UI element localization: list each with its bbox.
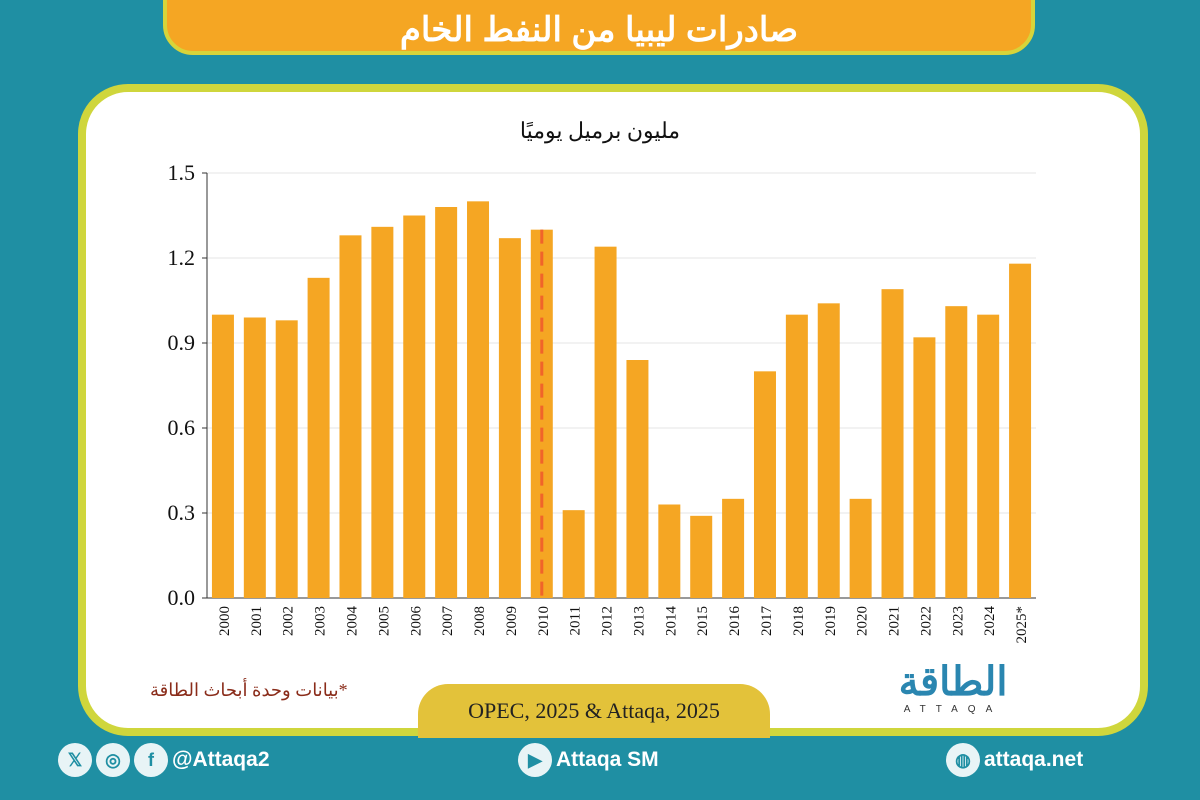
youtube-icon: ▶: [518, 743, 552, 777]
bar-2011: [562, 510, 585, 598]
x-tick-label: 2021: [887, 606, 903, 636]
logo-arabic: الطاقة: [898, 660, 1008, 704]
globe-icon: ◍: [946, 743, 980, 777]
y-tick-label: 1.5: [168, 160, 196, 185]
bar-2014: [658, 504, 681, 598]
footnote: *بيانات وحدة أبحاث الطاقة: [150, 680, 348, 700]
bar-2005: [371, 226, 394, 599]
bar-2018: [785, 314, 808, 598]
bar-2024: [977, 314, 1000, 598]
social-handle[interactable]: @Attaqa2: [172, 748, 270, 771]
x-tick-label: 2011: [568, 606, 584, 635]
instagram-icon[interactable]: ◎: [96, 743, 130, 777]
x-tick-label: 2002: [281, 606, 297, 636]
bar-2001: [243, 317, 266, 598]
title-banner: صادرات ليبيا من النفط الخام: [163, 0, 1035, 55]
x-tick-label: 2025*: [1014, 606, 1030, 644]
x-tick-label: 2000: [217, 606, 233, 636]
youtube-label: Attaqa SM: [556, 748, 659, 771]
x-tick-label: 2020: [855, 606, 871, 636]
chart-title: صادرات ليبيا من النفط الخام: [399, 11, 799, 49]
x-tick-label: 2018: [791, 606, 807, 636]
bar-2025: [1009, 263, 1032, 598]
x-tick-label: 2015: [695, 606, 711, 636]
x-tick-label: 2013: [631, 606, 647, 636]
bar-2003: [307, 277, 330, 598]
x-tick-label: 2005: [376, 606, 392, 636]
y-tick-label: 0.9: [168, 330, 196, 355]
y-tick-label: 0.6: [168, 415, 196, 440]
bar-2002: [275, 320, 298, 598]
x-tick-label: 2024: [982, 606, 998, 637]
bar-2016: [722, 498, 745, 598]
x-tick-label: 2014: [663, 606, 679, 637]
bar-2015: [690, 515, 713, 598]
bar-2012: [594, 246, 617, 598]
x-tick-label: 2003: [313, 606, 329, 636]
x-tick-label: 2010: [536, 606, 552, 636]
x-tick-label: 2019: [823, 606, 839, 636]
website-label: attaqa.net: [984, 748, 1084, 771]
bar-2020: [849, 498, 872, 598]
x-tick-label: 2016: [727, 606, 743, 637]
bar-2017: [753, 371, 776, 598]
bar-2021: [881, 289, 904, 598]
youtube-link[interactable]: ▶ Attaqa SM: [518, 743, 659, 777]
bar-2019: [817, 303, 840, 598]
bar-2013: [626, 360, 649, 598]
bar-2006: [403, 215, 426, 598]
bar-2022: [913, 337, 936, 598]
x-tick-label: 2017: [759, 606, 775, 637]
website-link[interactable]: ◍ attaqa.net: [946, 743, 1083, 777]
source-label: OPEC, 2025 & Attaqa, 2025: [418, 684, 770, 738]
bar-2000: [211, 314, 234, 598]
y-axis-unit-label: مليون برميل يوميًا: [519, 118, 681, 143]
y-tick-label: 1.2: [168, 245, 196, 270]
bar-2009: [498, 238, 521, 598]
bar-2007: [435, 207, 458, 598]
x-tick-label: 2022: [918, 606, 934, 636]
x-tick-label: 2012: [600, 606, 616, 636]
logo-latin: ATTAQA: [903, 704, 1003, 715]
attaqa-logo: الطاقة ATTAQA: [868, 660, 1038, 715]
x-tick-label: 2001: [249, 606, 265, 636]
social-links: 𝕏 ◎ f @Attaqa2: [58, 743, 270, 777]
x-tick-label: 2006: [408, 606, 424, 637]
x-tick-label: 2008: [472, 606, 488, 636]
bar-2008: [467, 201, 490, 599]
x-tick-label: 2004: [344, 606, 360, 637]
x-tick-label: 2007: [440, 606, 456, 637]
x-tick-label: 2023: [950, 606, 966, 636]
y-tick-label: 0.0: [168, 585, 196, 610]
x-icon[interactable]: 𝕏: [58, 743, 92, 777]
facebook-icon[interactable]: f: [134, 743, 168, 777]
x-tick-label: 2009: [504, 606, 520, 636]
bar-2004: [339, 235, 362, 599]
bar-2023: [945, 306, 968, 598]
y-tick-label: 0.3: [168, 500, 196, 525]
